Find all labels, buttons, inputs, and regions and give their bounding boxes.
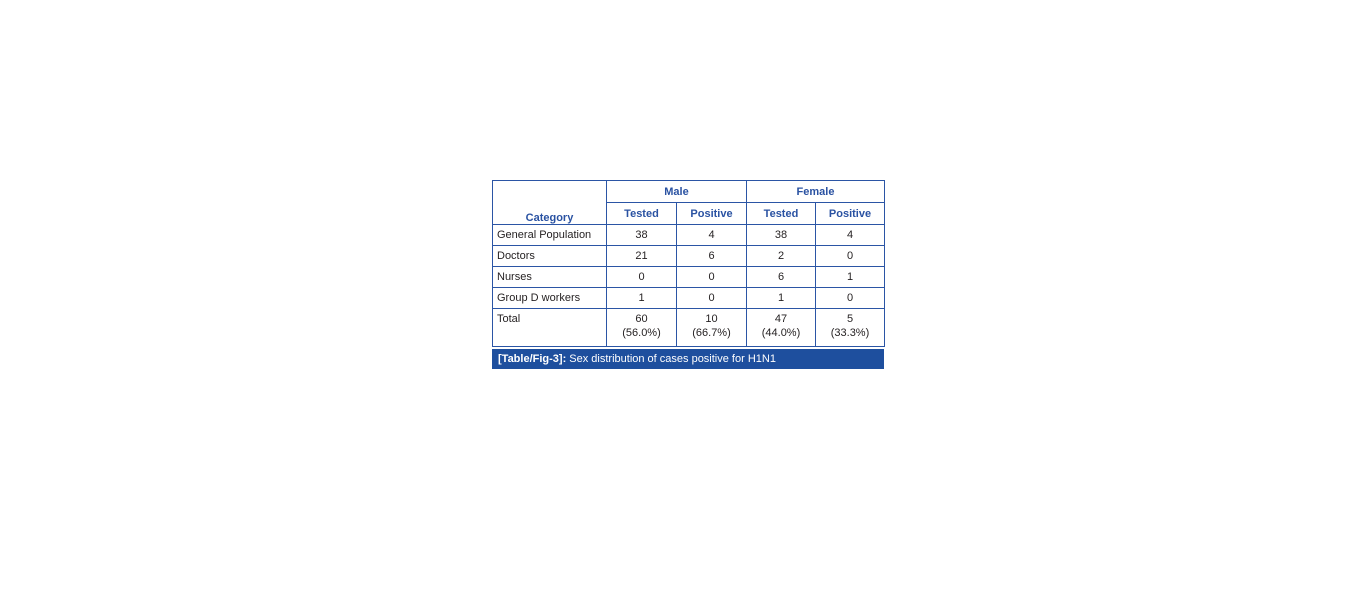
row-label: Total bbox=[492, 308, 607, 347]
cell-value: 4 bbox=[676, 224, 747, 246]
column-group-male: Male bbox=[606, 180, 747, 203]
row-label: Group D workers bbox=[492, 287, 607, 309]
cell-value: 6 bbox=[676, 245, 747, 267]
table-row: Doctors 21 6 2 0 bbox=[492, 245, 886, 267]
column-group-female: Female bbox=[745, 180, 886, 203]
column-header-category: Category bbox=[492, 180, 607, 225]
caption-text: Sex distribution of cases positive for H… bbox=[566, 353, 776, 365]
column-header-female-tested: Tested bbox=[746, 202, 816, 225]
cell-value: 60 (56.0%) bbox=[606, 308, 677, 347]
cell-value: 38 bbox=[606, 224, 677, 246]
cell-value: 0 bbox=[814, 245, 886, 267]
cell-value: 5 (33.3%) bbox=[814, 308, 886, 347]
row-label: Doctors bbox=[492, 245, 607, 267]
cell-value: 1 bbox=[746, 287, 816, 309]
cell-value: 6 bbox=[746, 266, 816, 288]
row-label: General Population bbox=[492, 224, 607, 246]
cell-value: 4 bbox=[814, 224, 886, 246]
cell-value: 0 bbox=[814, 287, 886, 309]
sex-distribution-table: Category Male Female Tested Positive Tes… bbox=[492, 180, 886, 347]
caption-figure-label: [Table/Fig-3]: bbox=[498, 353, 567, 365]
table-row: General Population 38 4 38 4 bbox=[492, 224, 886, 246]
table-figure: Category Male Female Tested Positive Tes… bbox=[492, 180, 886, 369]
column-header-male-tested: Tested bbox=[606, 202, 677, 225]
cell-value: 0 bbox=[676, 266, 747, 288]
table-row: Nurses 0 0 6 1 bbox=[492, 266, 886, 288]
cell-value: 38 bbox=[746, 224, 816, 246]
cell-value: 0 bbox=[676, 287, 747, 309]
row-label: Nurses bbox=[492, 266, 607, 288]
cell-value: 21 bbox=[606, 245, 677, 267]
total-row: Total 60 (56.0%) 10 (66.7%) 47 (44.0%) 5… bbox=[492, 308, 886, 347]
cell-value: 1 bbox=[814, 266, 886, 288]
table-caption: [Table/Fig-3]: Sex distribution of cases… bbox=[492, 349, 884, 369]
header-group-row: Category Male Female bbox=[492, 180, 886, 225]
table-row: Group D workers 1 0 1 0 bbox=[492, 287, 886, 309]
column-header-female-positive: Positive bbox=[814, 202, 886, 225]
cell-value: 1 bbox=[606, 287, 677, 309]
cell-value: 10 (66.7%) bbox=[676, 308, 747, 347]
cell-value: 0 bbox=[606, 266, 677, 288]
cell-value: 47 (44.0%) bbox=[746, 308, 816, 347]
cell-value: 2 bbox=[746, 245, 816, 267]
column-header-male-positive: Positive bbox=[676, 202, 747, 225]
